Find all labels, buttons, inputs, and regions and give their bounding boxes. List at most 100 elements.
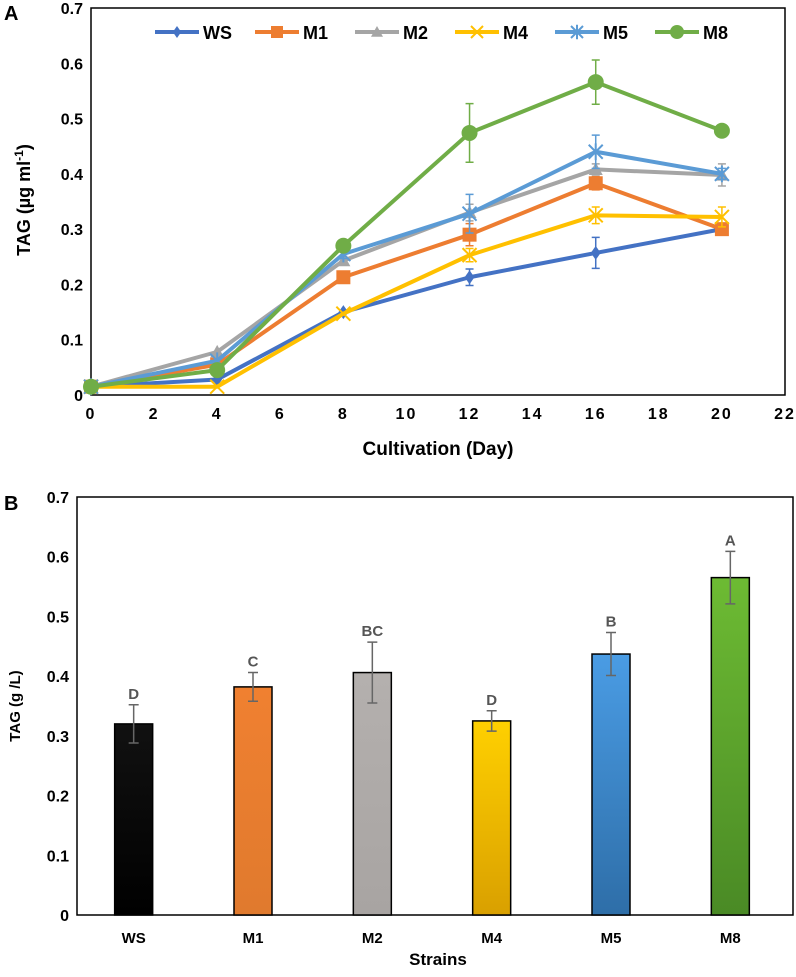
triangle-marker	[371, 26, 383, 37]
legend-label: M4	[503, 23, 528, 43]
x-tick-label: WS	[122, 930, 146, 947]
bar-chart-panel-b: B 0 0.1 0.2 0.3 0.4 0.5 0.6 0.7 D WS C M1 BC M2 D M4 B M…	[4, 490, 794, 969]
x-tick-label: 12	[459, 406, 481, 423]
x-tick-label: 4	[212, 406, 223, 423]
bar-group-ws: D WS	[113, 686, 154, 947]
x-tick-label: 0	[86, 406, 97, 423]
y-tick-label: 0.4	[47, 669, 69, 686]
y-tick-label: 0.5	[47, 609, 69, 626]
diamond-marker	[172, 26, 182, 38]
bar-group-m5: B M5	[591, 614, 631, 947]
line-m2	[90, 167, 722, 389]
square-marker	[336, 270, 351, 285]
legend-label: M8	[703, 23, 728, 43]
circle-marker	[83, 378, 99, 395]
circle-marker	[670, 25, 684, 39]
triangle-marker	[210, 344, 225, 358]
x-marker	[470, 25, 484, 39]
square-marker	[271, 26, 283, 38]
x-tick-label: 14	[522, 406, 544, 423]
y-tick-label: 0.6	[47, 550, 69, 567]
y-axis-ticks-b: 0 0.1 0.2 0.3 0.4 0.5 0.6 0.7	[47, 490, 69, 925]
x-marker	[209, 378, 225, 395]
circle-marker	[335, 237, 352, 254]
square-marker	[714, 222, 729, 237]
error-bar	[486, 710, 497, 732]
x-marker	[588, 207, 604, 224]
circle-marker	[461, 124, 478, 141]
significance-letter: D	[128, 686, 139, 703]
star-marker	[588, 143, 604, 161]
x-tick-label: 2	[149, 406, 160, 423]
y-tick-label: 0.4	[61, 167, 83, 184]
y-tick-label: 0.7	[61, 1, 83, 18]
x-axis-title-b: Strains	[409, 950, 467, 969]
legend-item-m1: M1	[255, 23, 328, 43]
bar-m5	[591, 653, 631, 916]
x-tick-label: 6	[275, 406, 286, 423]
line-m4	[91, 213, 722, 389]
x-marker	[461, 247, 478, 263]
legend-label: WS	[203, 23, 232, 43]
legend-item-ws: WS	[155, 23, 232, 43]
star-marker	[461, 205, 478, 223]
star-marker	[570, 24, 584, 40]
y-tick-label: 0.2	[61, 277, 83, 294]
x-tick-label: 22	[774, 406, 796, 423]
bar-m4	[471, 720, 512, 916]
square-marker	[462, 227, 477, 242]
y-tick-label: 0.3	[47, 729, 69, 746]
series-m8	[83, 59, 730, 395]
line-m1	[90, 181, 723, 389]
circle-marker	[713, 122, 730, 139]
y-axis-title-b: TAG (g /L)	[7, 670, 24, 741]
plot-area-a	[90, 7, 786, 396]
legend-label: M1	[303, 23, 328, 43]
legend-item-m8: M8	[655, 23, 728, 43]
line-m5	[90, 149, 723, 389]
x-tick-label: M4	[481, 930, 502, 947]
x-tick-label: M8	[720, 930, 741, 947]
bar-m2	[352, 671, 393, 916]
y-axis-title-a: TAG (µg ml-1)	[12, 144, 34, 256]
y-axis-ticks-a: 0 0.1 0.2 0.3 0.4 0.5 0.6 0.7	[61, 1, 83, 405]
square-marker	[588, 176, 603, 191]
circle-marker	[587, 74, 604, 91]
legend-label: M5	[603, 23, 628, 43]
x-axis-ticks-a: 0 2 4 6 8 10 12 14 16 18 20 22	[86, 406, 796, 423]
line-m8	[90, 80, 723, 389]
panel-label-b: B	[4, 493, 18, 515]
panel-label-a: A	[4, 3, 18, 25]
error-bar	[725, 550, 736, 605]
bar-m1	[233, 686, 273, 916]
y-tick-label: 0.5	[61, 112, 83, 129]
error-bar	[248, 671, 258, 702]
bar-m8	[710, 576, 751, 916]
x-tick-label: 8	[338, 406, 349, 423]
series-group-a	[83, 59, 730, 396]
error-bar	[606, 631, 616, 677]
bar-ws	[113, 723, 154, 916]
line-chart-panel-a: A 0 0.1 0.2 0.3 0.4 0.5 0.6 0.7 0 2 4 6 8 10 12 14 16 18…	[4, 1, 796, 460]
star-marker	[714, 165, 730, 183]
error-bar	[367, 641, 378, 704]
significance-letter: B	[606, 614, 617, 631]
line-ws	[90, 227, 723, 389]
x-marker	[335, 306, 352, 322]
plot-area-b	[76, 496, 794, 916]
legend-item-m5: M5	[555, 23, 628, 43]
bar-group-m8: A M8	[710, 532, 751, 947]
error-bar	[128, 704, 139, 744]
x-tick-label: M2	[362, 930, 383, 947]
bars-group-b: D WS C M1 BC M2 D M4 B M5 A M8	[113, 532, 751, 947]
circle-marker	[209, 362, 226, 379]
diamond-marker	[590, 245, 601, 260]
x-tick-label: 20	[711, 406, 733, 423]
x-tick-label: M5	[601, 930, 622, 947]
significance-letter: BC	[361, 623, 383, 640]
y-tick-label: 0.7	[47, 490, 69, 507]
x-tick-label: 16	[585, 406, 607, 423]
x-tick-label: 18	[648, 406, 670, 423]
diamond-marker	[464, 270, 475, 285]
legend-item-m4: M4	[455, 23, 528, 43]
